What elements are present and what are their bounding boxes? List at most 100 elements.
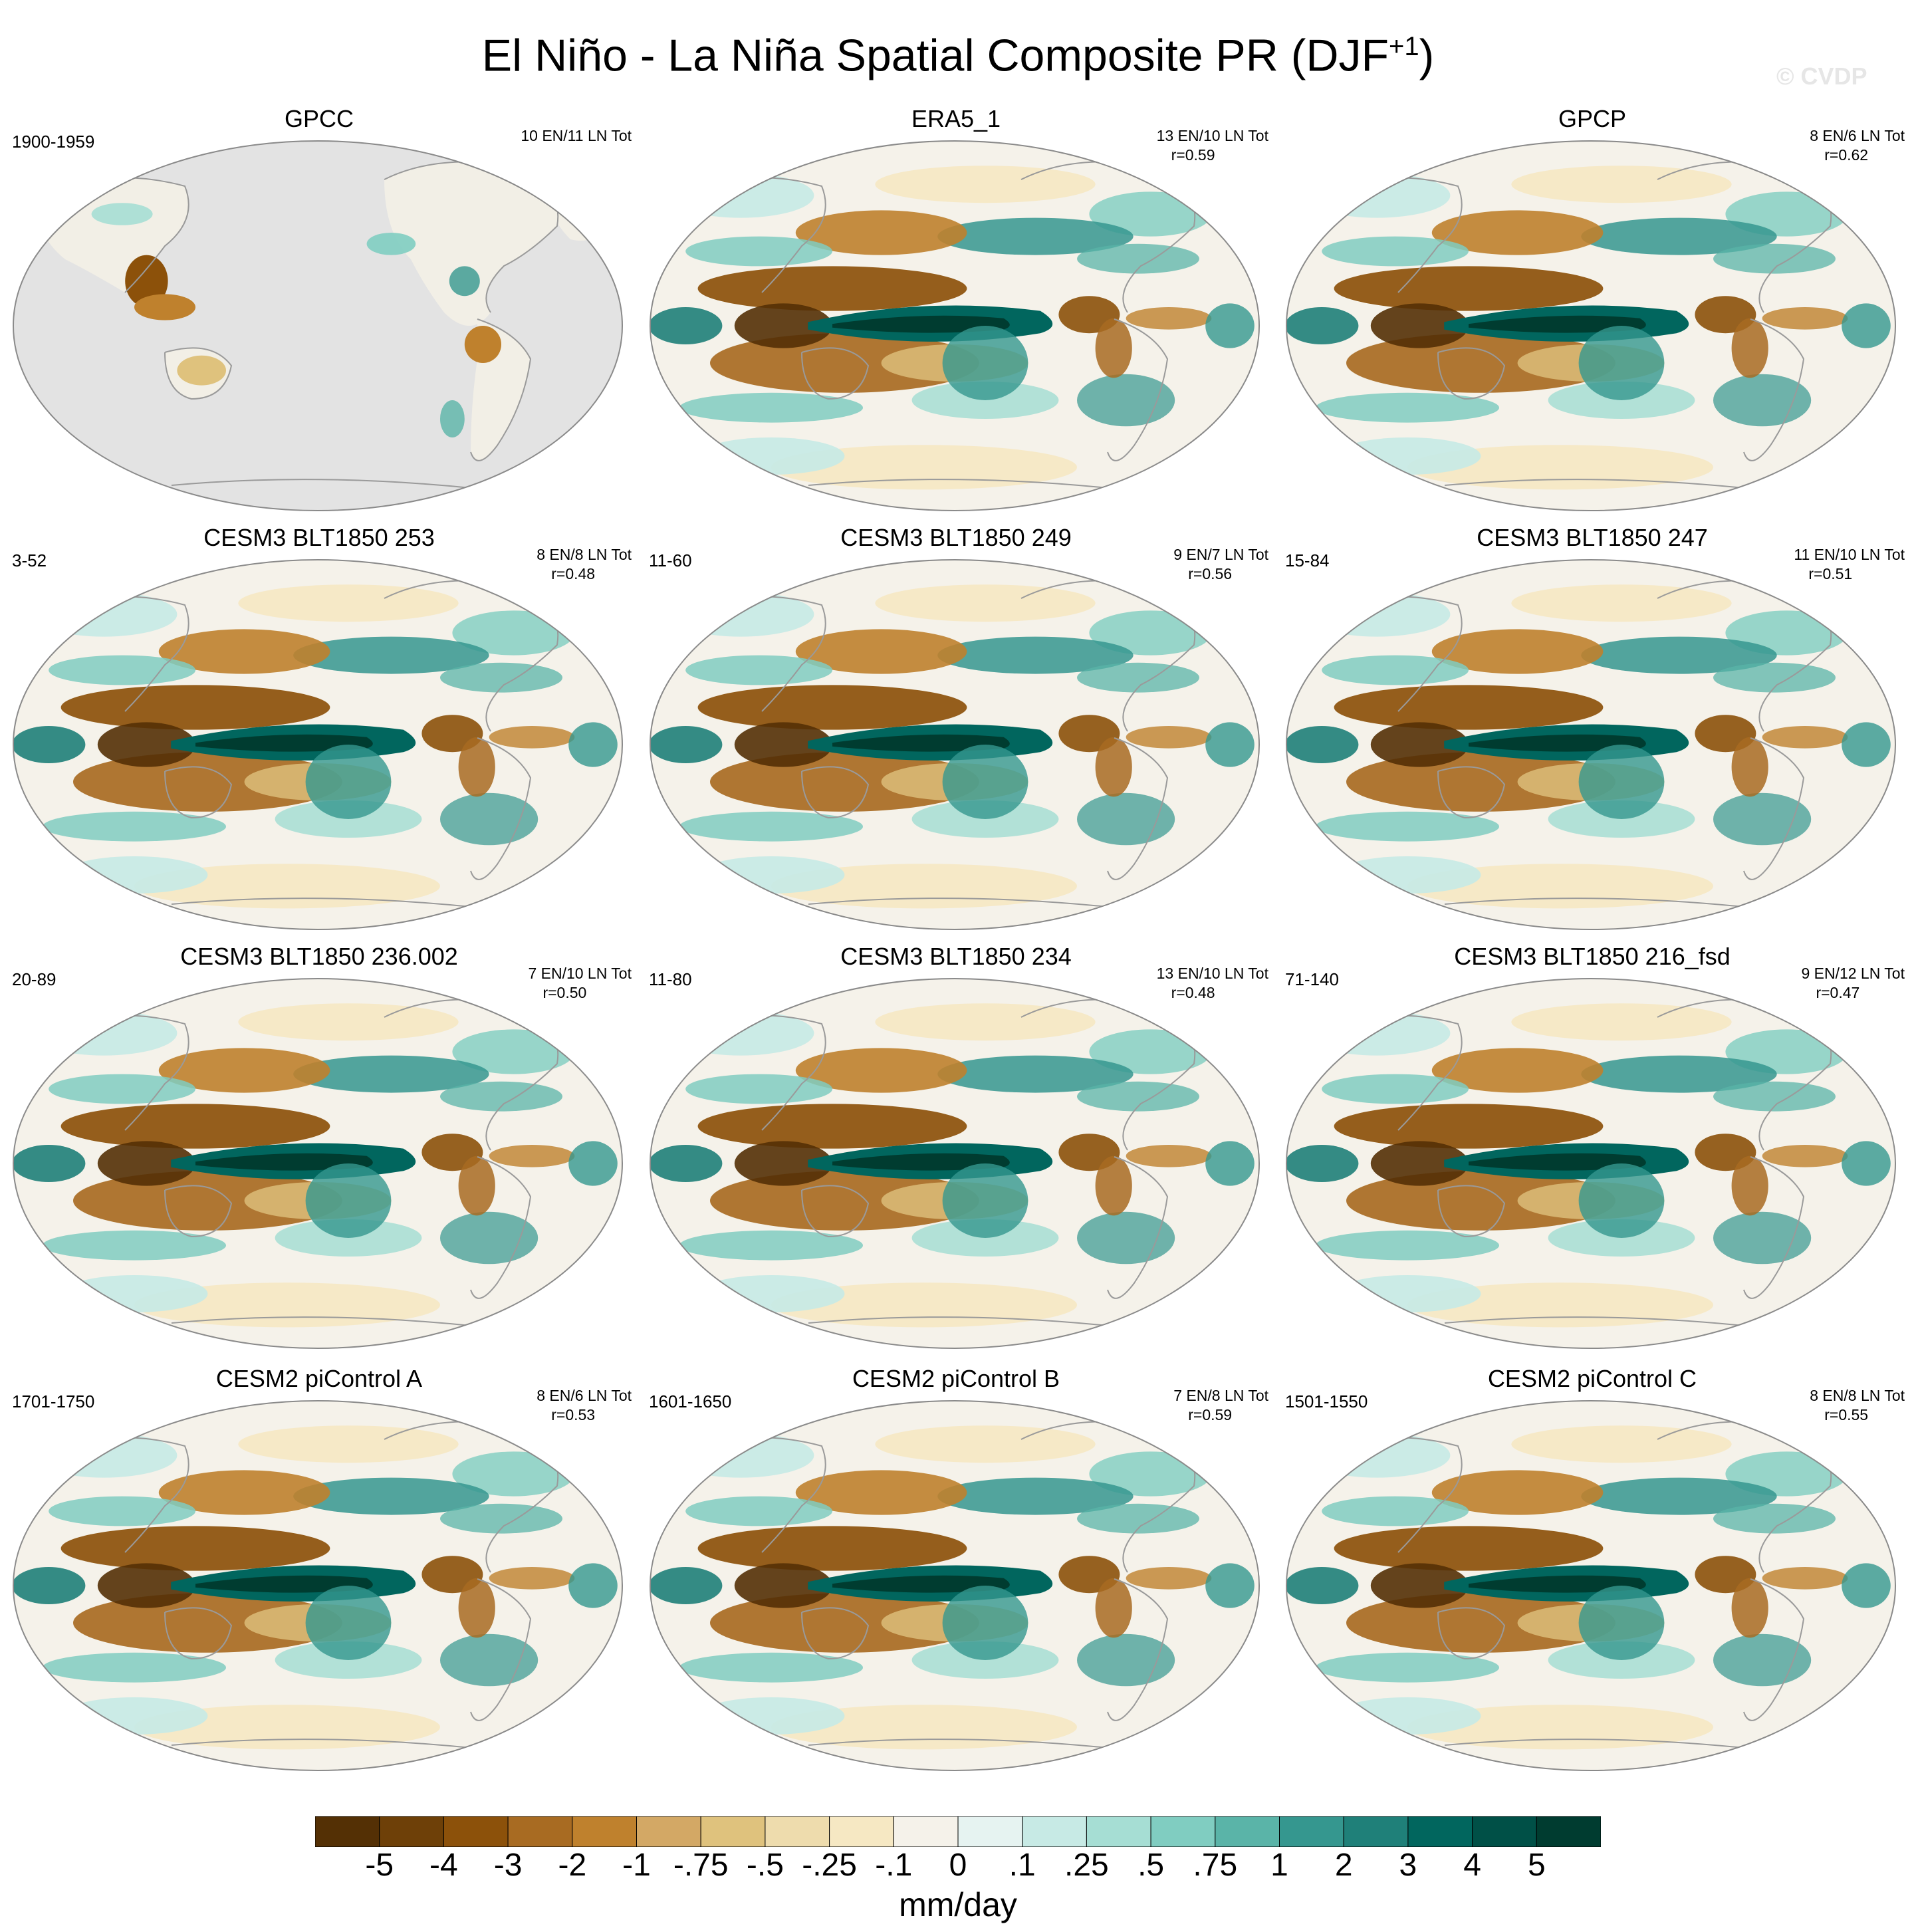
map-outline	[1286, 140, 1896, 511]
panel-years: 20-89	[12, 969, 57, 989]
colorbar-tick-label: 5	[1527, 1848, 1546, 1883]
panel-stats: 8 EN/8 LN Tot r=0.55	[1810, 1386, 1905, 1425]
panel-years: 15-84	[1285, 550, 1330, 570]
colorbar-tick-label: .1	[1009, 1848, 1036, 1883]
colorbar-swatch	[957, 1816, 1023, 1847]
map-panel: CESM3 BLT1850 247 15-84 11 EN/10 LN Tot r=0…	[1273, 519, 1911, 937]
precip-field	[650, 1401, 1259, 1770]
map-panel: ERA5_1 13 EN/10 LN Tot r=0.59	[637, 100, 1275, 519]
robinson-map	[13, 978, 623, 1349]
colorbar-swatch	[893, 1816, 959, 1847]
panel-title: CESM3 BLT1850 249	[840, 524, 1072, 551]
panel-years: 11-60	[649, 550, 692, 570]
precip-field	[13, 560, 622, 929]
robinson-map	[13, 140, 623, 511]
robinson-map	[13, 1400, 623, 1771]
colorbar-swatch	[1407, 1816, 1473, 1847]
map-panel: CESM3 BLT1850 249 11-60 9 EN/7 LN Tot r=0.5…	[637, 519, 1275, 937]
colorbar-labels: -5 -4 -3 -2 -1 -.75 -.5 -.25 -.1 0 .1 .25 .5 .75 1 2 3 4 5	[0, 1847, 1916, 1887]
colorbar-swatch	[572, 1816, 637, 1847]
map-panel: CESM3 BLT1850 234 11-80 13 EN/10 LN Tot r=0…	[637, 937, 1275, 1356]
colorbar-swatch	[1536, 1816, 1601, 1847]
colorbar-tick-label: -.25	[802, 1848, 857, 1883]
map-outline	[1286, 1400, 1896, 1771]
pattern-correlation: r=0.59	[1171, 146, 1215, 164]
map-outline	[1286, 559, 1896, 930]
colorbar	[315, 1816, 1601, 1847]
event-counts: 8 EN/6 LN Tot	[537, 1387, 632, 1404]
precip-field	[1286, 979, 1895, 1348]
colorbar-tick-label: -4	[429, 1848, 458, 1883]
map-outline	[13, 559, 623, 930]
panel-title: CESM3 BLT1850 247	[1477, 524, 1708, 551]
panel-years: 11-80	[649, 969, 692, 989]
event-counts: 11 EN/10 LN Tot	[1794, 546, 1905, 563]
pattern-correlation: r=0.62	[1824, 146, 1869, 164]
panel-stats: 8 EN/6 LN Tot r=0.62	[1810, 126, 1905, 165]
colorbar-tick-label: -.1	[875, 1848, 913, 1883]
precip-field	[1286, 1401, 1895, 1770]
panel-title: CESM3 BLT1850 234	[840, 943, 1072, 970]
event-counts: 10 EN/11 LN Tot	[521, 127, 632, 144]
colorbar-swatch	[700, 1816, 766, 1847]
map-panel: CESM2 piControl A 1701-1750 8 EN/6 LN Tot r…	[0, 1360, 638, 1778]
watermark: © CVDP	[1776, 62, 1867, 90]
map-outline	[13, 1400, 623, 1771]
panel-years: 1701-1750	[12, 1391, 95, 1411]
panel-title: GPCC	[284, 105, 354, 132]
figure-title: El Niño - La Niña Spatial Composite PR (…	[481, 30, 1435, 81]
panel-title: CESM2 piControl C	[1487, 1365, 1697, 1392]
panel-title: CESM3 BLT1850 236.002	[180, 943, 458, 970]
colorbar-tick-label: 2	[1334, 1848, 1353, 1883]
colorbar-tick-label: 0	[949, 1848, 967, 1883]
event-counts: 13 EN/10 LN Tot	[1156, 127, 1268, 144]
map-panel: GPCP 8 EN/6 LN Tot r=0.62	[1273, 100, 1911, 519]
event-counts: 13 EN/10 LN Tot	[1156, 965, 1268, 982]
colorbar-swatch	[636, 1816, 701, 1847]
panel-stats: 8 EN/8 LN Tot r=0.48	[537, 545, 632, 584]
precip-field	[650, 141, 1259, 511]
robinson-map	[1286, 978, 1896, 1349]
pattern-correlation: r=0.48	[1171, 984, 1215, 1001]
event-counts: 8 EN/6 LN Tot	[1810, 127, 1905, 144]
panel-title: CESM2 piControl A	[215, 1365, 423, 1392]
colorbar-swatch	[765, 1816, 830, 1847]
panel-stats: 10 EN/11 LN Tot	[521, 126, 632, 146]
panel-title: CESM2 piControl B	[852, 1365, 1060, 1392]
panel-stats: 8 EN/6 LN Tot r=0.53	[537, 1386, 632, 1425]
colorbar-tick-label: -2	[558, 1848, 587, 1883]
colorbar-tick-label: .5	[1138, 1848, 1165, 1883]
map-panel: GPCC 1900-1959 10 EN/11 LN Tot	[0, 100, 638, 519]
precip-field	[13, 979, 622, 1348]
panel-years: 71-140	[1285, 969, 1339, 989]
map-panel: CESM2 piControl B 1601-1650 7 EN/8 LN Tot r…	[637, 1360, 1275, 1778]
panel-stats: 13 EN/10 LN Tot r=0.48	[1157, 964, 1268, 1003]
robinson-map	[650, 559, 1260, 930]
panel-years: 1501-1550	[1285, 1391, 1368, 1411]
pattern-correlation: r=0.56	[1188, 565, 1233, 582]
colorbar-tick-label: 3	[1399, 1848, 1417, 1883]
colorbar-tick-label: -1	[622, 1848, 651, 1883]
colorbar-swatch	[315, 1816, 380, 1847]
robinson-map	[650, 978, 1260, 1349]
colorbar-swatch	[1150, 1816, 1216, 1847]
pattern-correlation: r=0.50	[542, 984, 587, 1001]
event-counts: 8 EN/8 LN Tot	[537, 546, 632, 563]
panel-years: 3-52	[12, 550, 47, 570]
event-counts: 9 EN/7 LN Tot	[1173, 546, 1268, 563]
event-counts: 7 EN/8 LN Tot	[1173, 1387, 1268, 1404]
panel-stats: 13 EN/10 LN Tot r=0.59	[1157, 126, 1268, 165]
panel-title: GPCP	[1558, 105, 1627, 132]
map-outline	[650, 1400, 1260, 1771]
map-outline	[1286, 978, 1896, 1349]
panel-stats: 11 EN/10 LN Tot r=0.51	[1794, 545, 1905, 584]
colorbar-tick-label: .25	[1064, 1848, 1109, 1883]
robinson-map	[1286, 1400, 1896, 1771]
colorbar-swatch	[1022, 1816, 1087, 1847]
precip-field	[13, 141, 622, 511]
pattern-correlation: r=0.48	[551, 565, 596, 582]
event-counts: 8 EN/8 LN Tot	[1810, 1387, 1905, 1404]
panel-title: CESM3 BLT1850 216_fsd	[1454, 943, 1731, 970]
colorbar-swatch	[1343, 1816, 1409, 1847]
panel-years: 1601-1650	[649, 1391, 732, 1411]
